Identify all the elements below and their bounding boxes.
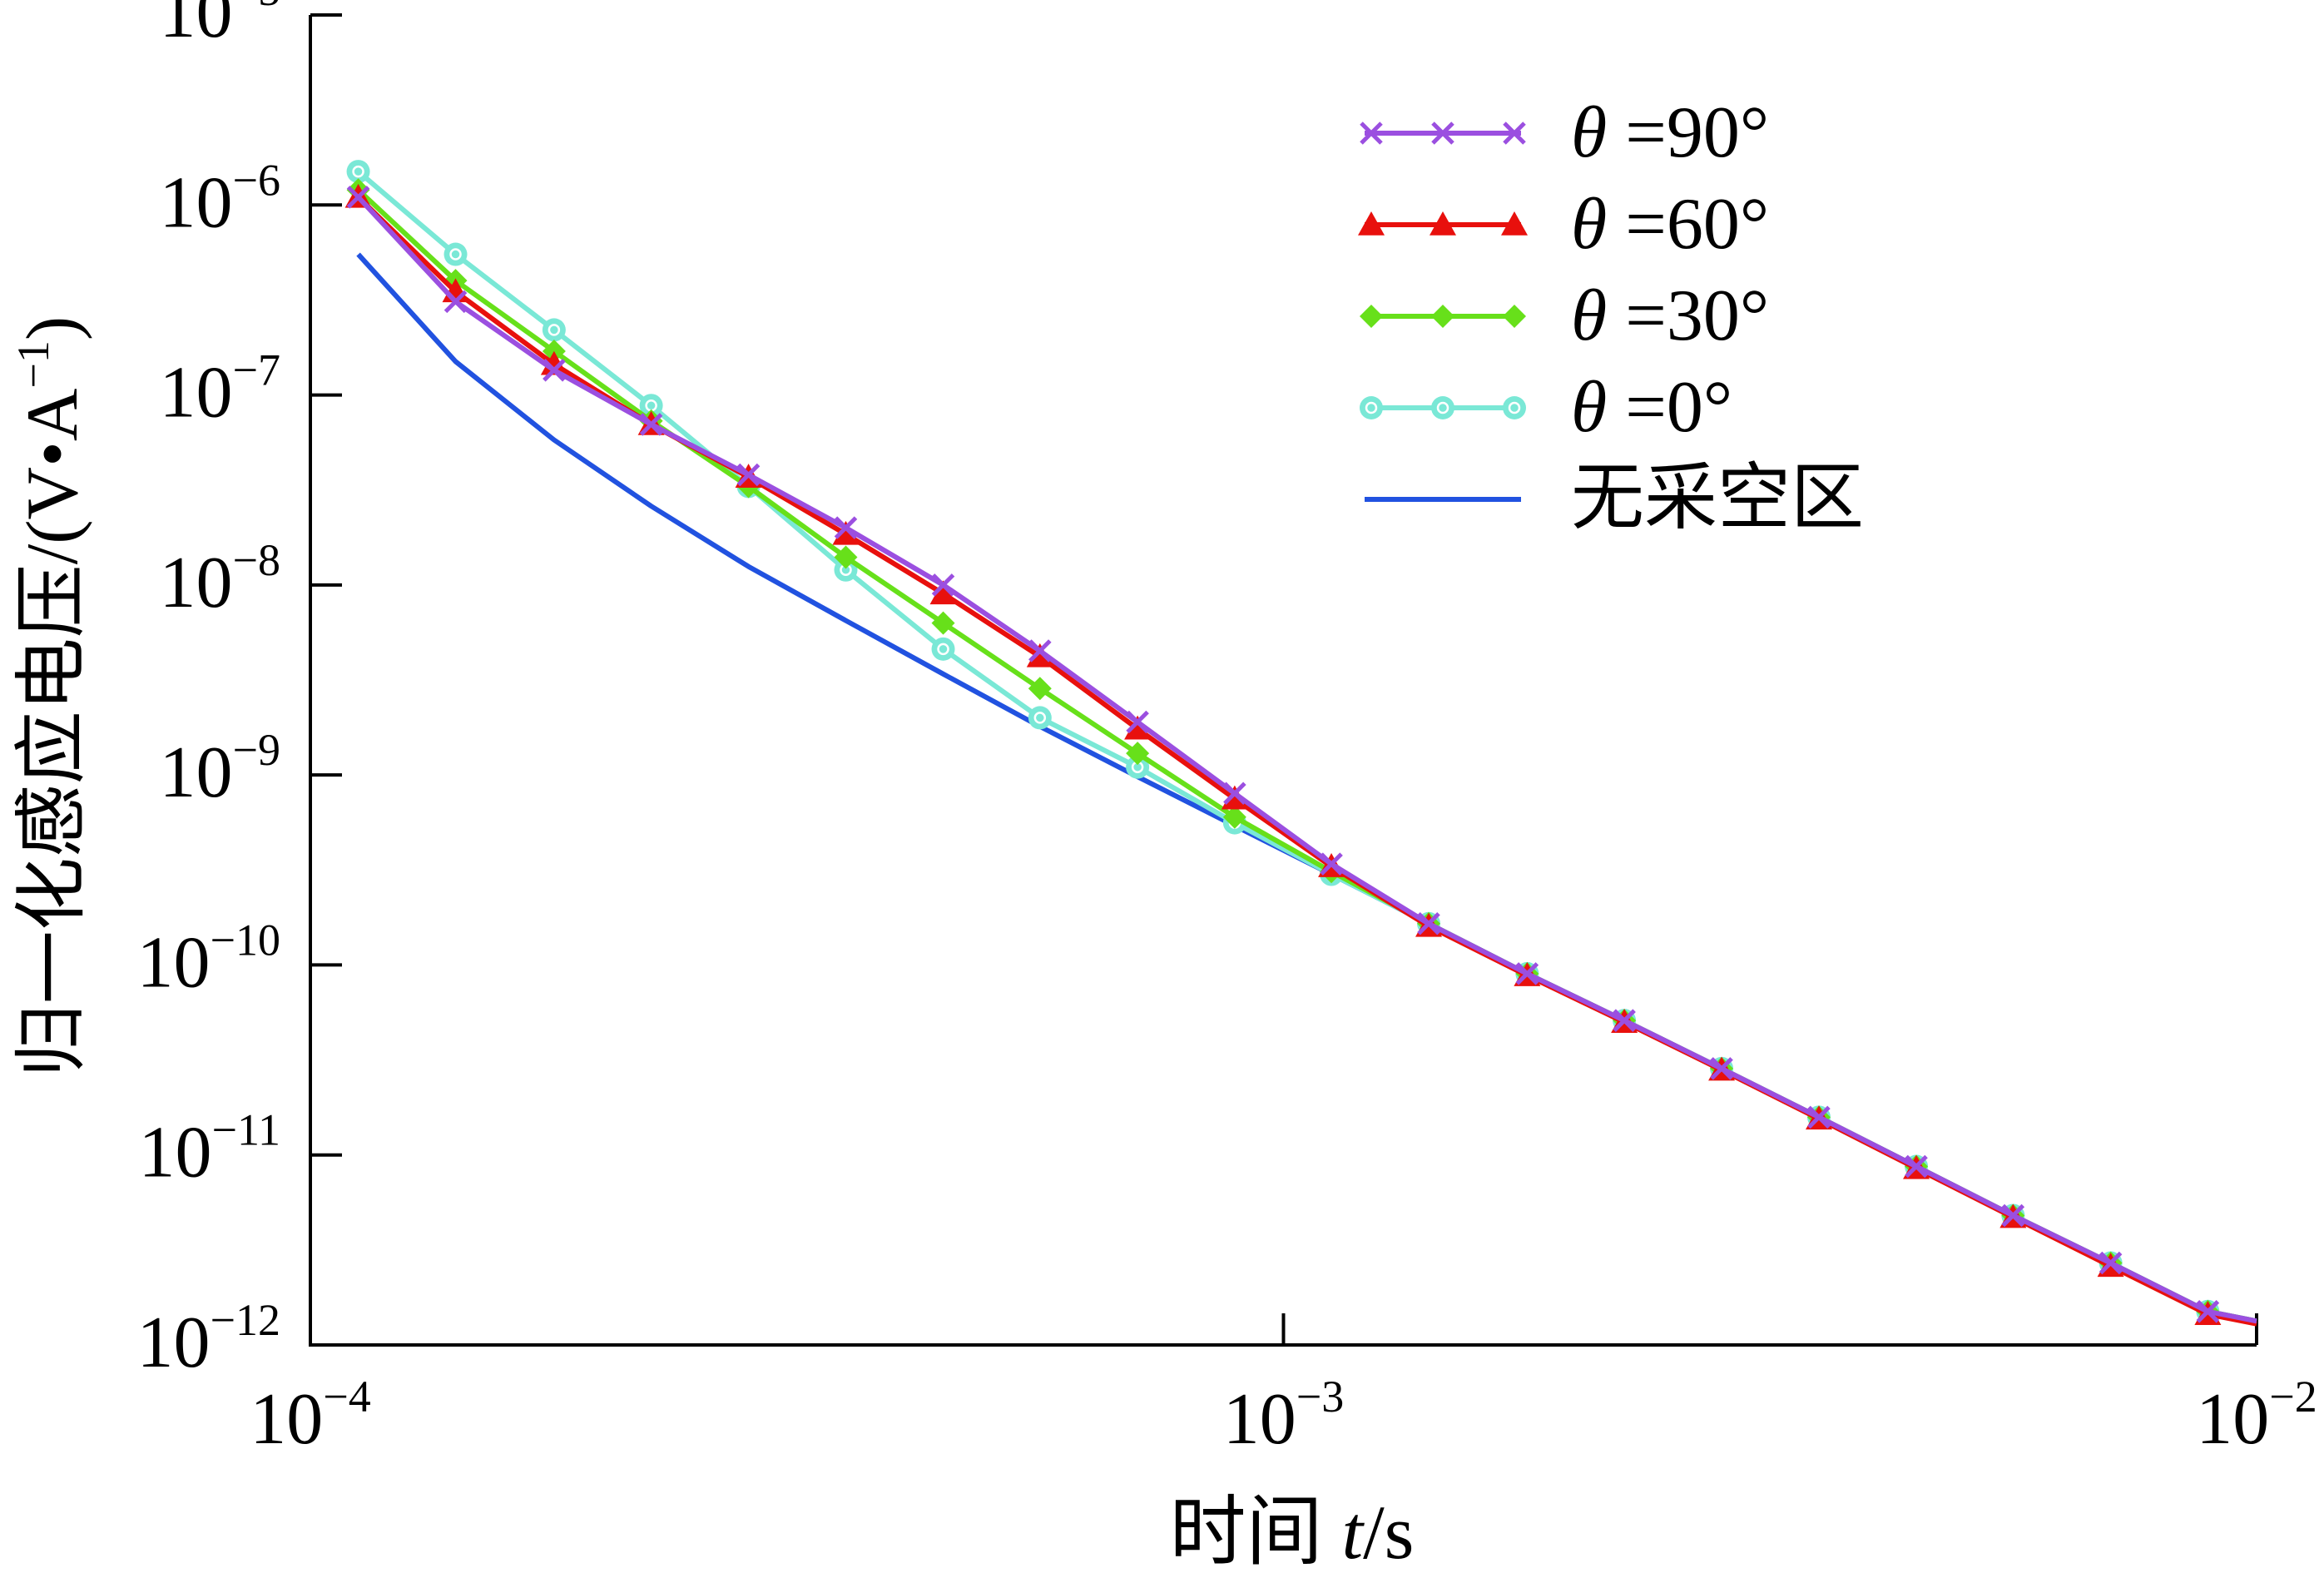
legend-marker [1431, 305, 1454, 328]
legend-label: θ =0° [1571, 367, 1732, 448]
data-point [1028, 706, 1052, 730]
y-tick-label: 10−10 [137, 915, 280, 1003]
data-point [346, 160, 370, 184]
legend-marker [1501, 211, 1528, 236]
data-point [1126, 710, 1149, 734]
legend-marker [1503, 396, 1526, 419]
data-point [346, 186, 370, 209]
data-point [931, 611, 955, 635]
legend-label: θ =60° [1571, 184, 1769, 265]
x-tick-label: 10−2 [2196, 1372, 2317, 1460]
data-point [1710, 1057, 1733, 1080]
data-point [1221, 785, 1248, 810]
y-tick-label: 10−11 [139, 1105, 280, 1193]
x-tick-label: 10−3 [1223, 1372, 1344, 1460]
x-axis-title: 时间 t/s [1170, 1490, 1415, 1574]
legend-item-0: θ =90° [1360, 92, 1769, 173]
data-point [1026, 643, 1053, 667]
axis-labels: 时间 t/s 归一化感应电压/(V•A−1) [8, 316, 1415, 1575]
data-point [1417, 912, 1440, 935]
y-axis-title: 归一化感应电压/(V•A−1) [8, 316, 93, 1077]
data-point [540, 350, 567, 375]
data-point [834, 516, 858, 539]
data-point [931, 637, 955, 661]
legend-marker [1431, 122, 1454, 145]
data-point [1905, 1154, 1928, 1179]
legend: θ =90° θ =60° θ =30° θ =0° 无采空区 [1358, 92, 1864, 539]
legend-item-1: θ =60° [1358, 184, 1769, 265]
data-point [1515, 962, 1539, 985]
series-0 [346, 186, 2257, 1324]
data-point [1222, 805, 1246, 829]
legend-marker [1431, 396, 1454, 419]
series-line [356, 188, 2257, 1324]
legend-item-4: 无采空区 [1365, 459, 1864, 539]
x-tick-label: 10−4 [250, 1372, 370, 1460]
y-tick-label: 10−7 [160, 345, 280, 434]
series-line [356, 169, 2257, 1324]
data-point [443, 242, 468, 266]
legend-label: θ =30° [1571, 275, 1769, 356]
data-point [1028, 677, 1052, 701]
legend-label: 无采空区 [1571, 459, 1864, 539]
legend-marker [1503, 122, 1526, 145]
y-tick-label: 10−5 [160, 0, 280, 53]
data-point [1320, 852, 1343, 876]
legend-marker [1360, 396, 1383, 419]
data-point [1124, 715, 1152, 740]
data-point [834, 545, 858, 569]
legend-marker [1430, 211, 1456, 236]
legend-marker [1360, 305, 1383, 328]
series-2 [346, 178, 2257, 1324]
data-point [832, 520, 860, 545]
legend-item-2: θ =30° [1360, 275, 1769, 356]
data-point [931, 573, 955, 597]
data-point [1028, 639, 1052, 662]
y-tick-label: 10−8 [160, 535, 280, 623]
y-tick-label: 10−12 [137, 1295, 280, 1383]
data-point [543, 359, 566, 382]
series-line [356, 195, 2257, 1327]
series-3 [346, 160, 2257, 1324]
series-line [356, 195, 2257, 1324]
data-point [443, 290, 468, 314]
data-point [2001, 1203, 2025, 1228]
data-point [1807, 1105, 1831, 1129]
y-tick-label: 10−9 [160, 725, 280, 813]
data-point [1223, 782, 1246, 806]
data-point [542, 318, 566, 342]
plot-area [344, 160, 2257, 1327]
legend-marker [1503, 305, 1526, 328]
data-point [1126, 742, 1150, 766]
series-1 [344, 183, 2257, 1327]
data-point [639, 413, 663, 436]
y-tick-label: 10−6 [160, 155, 280, 243]
legend-marker [1360, 122, 1383, 145]
legend-label: θ =90° [1571, 92, 1769, 173]
legend-item-3: θ =0° [1360, 367, 1732, 448]
data-point [2099, 1251, 2123, 1275]
data-point [2196, 1300, 2220, 1323]
data-point [736, 463, 761, 487]
data-point [1613, 1009, 1636, 1032]
legend-marker [1358, 211, 1385, 236]
data-point [929, 580, 957, 605]
